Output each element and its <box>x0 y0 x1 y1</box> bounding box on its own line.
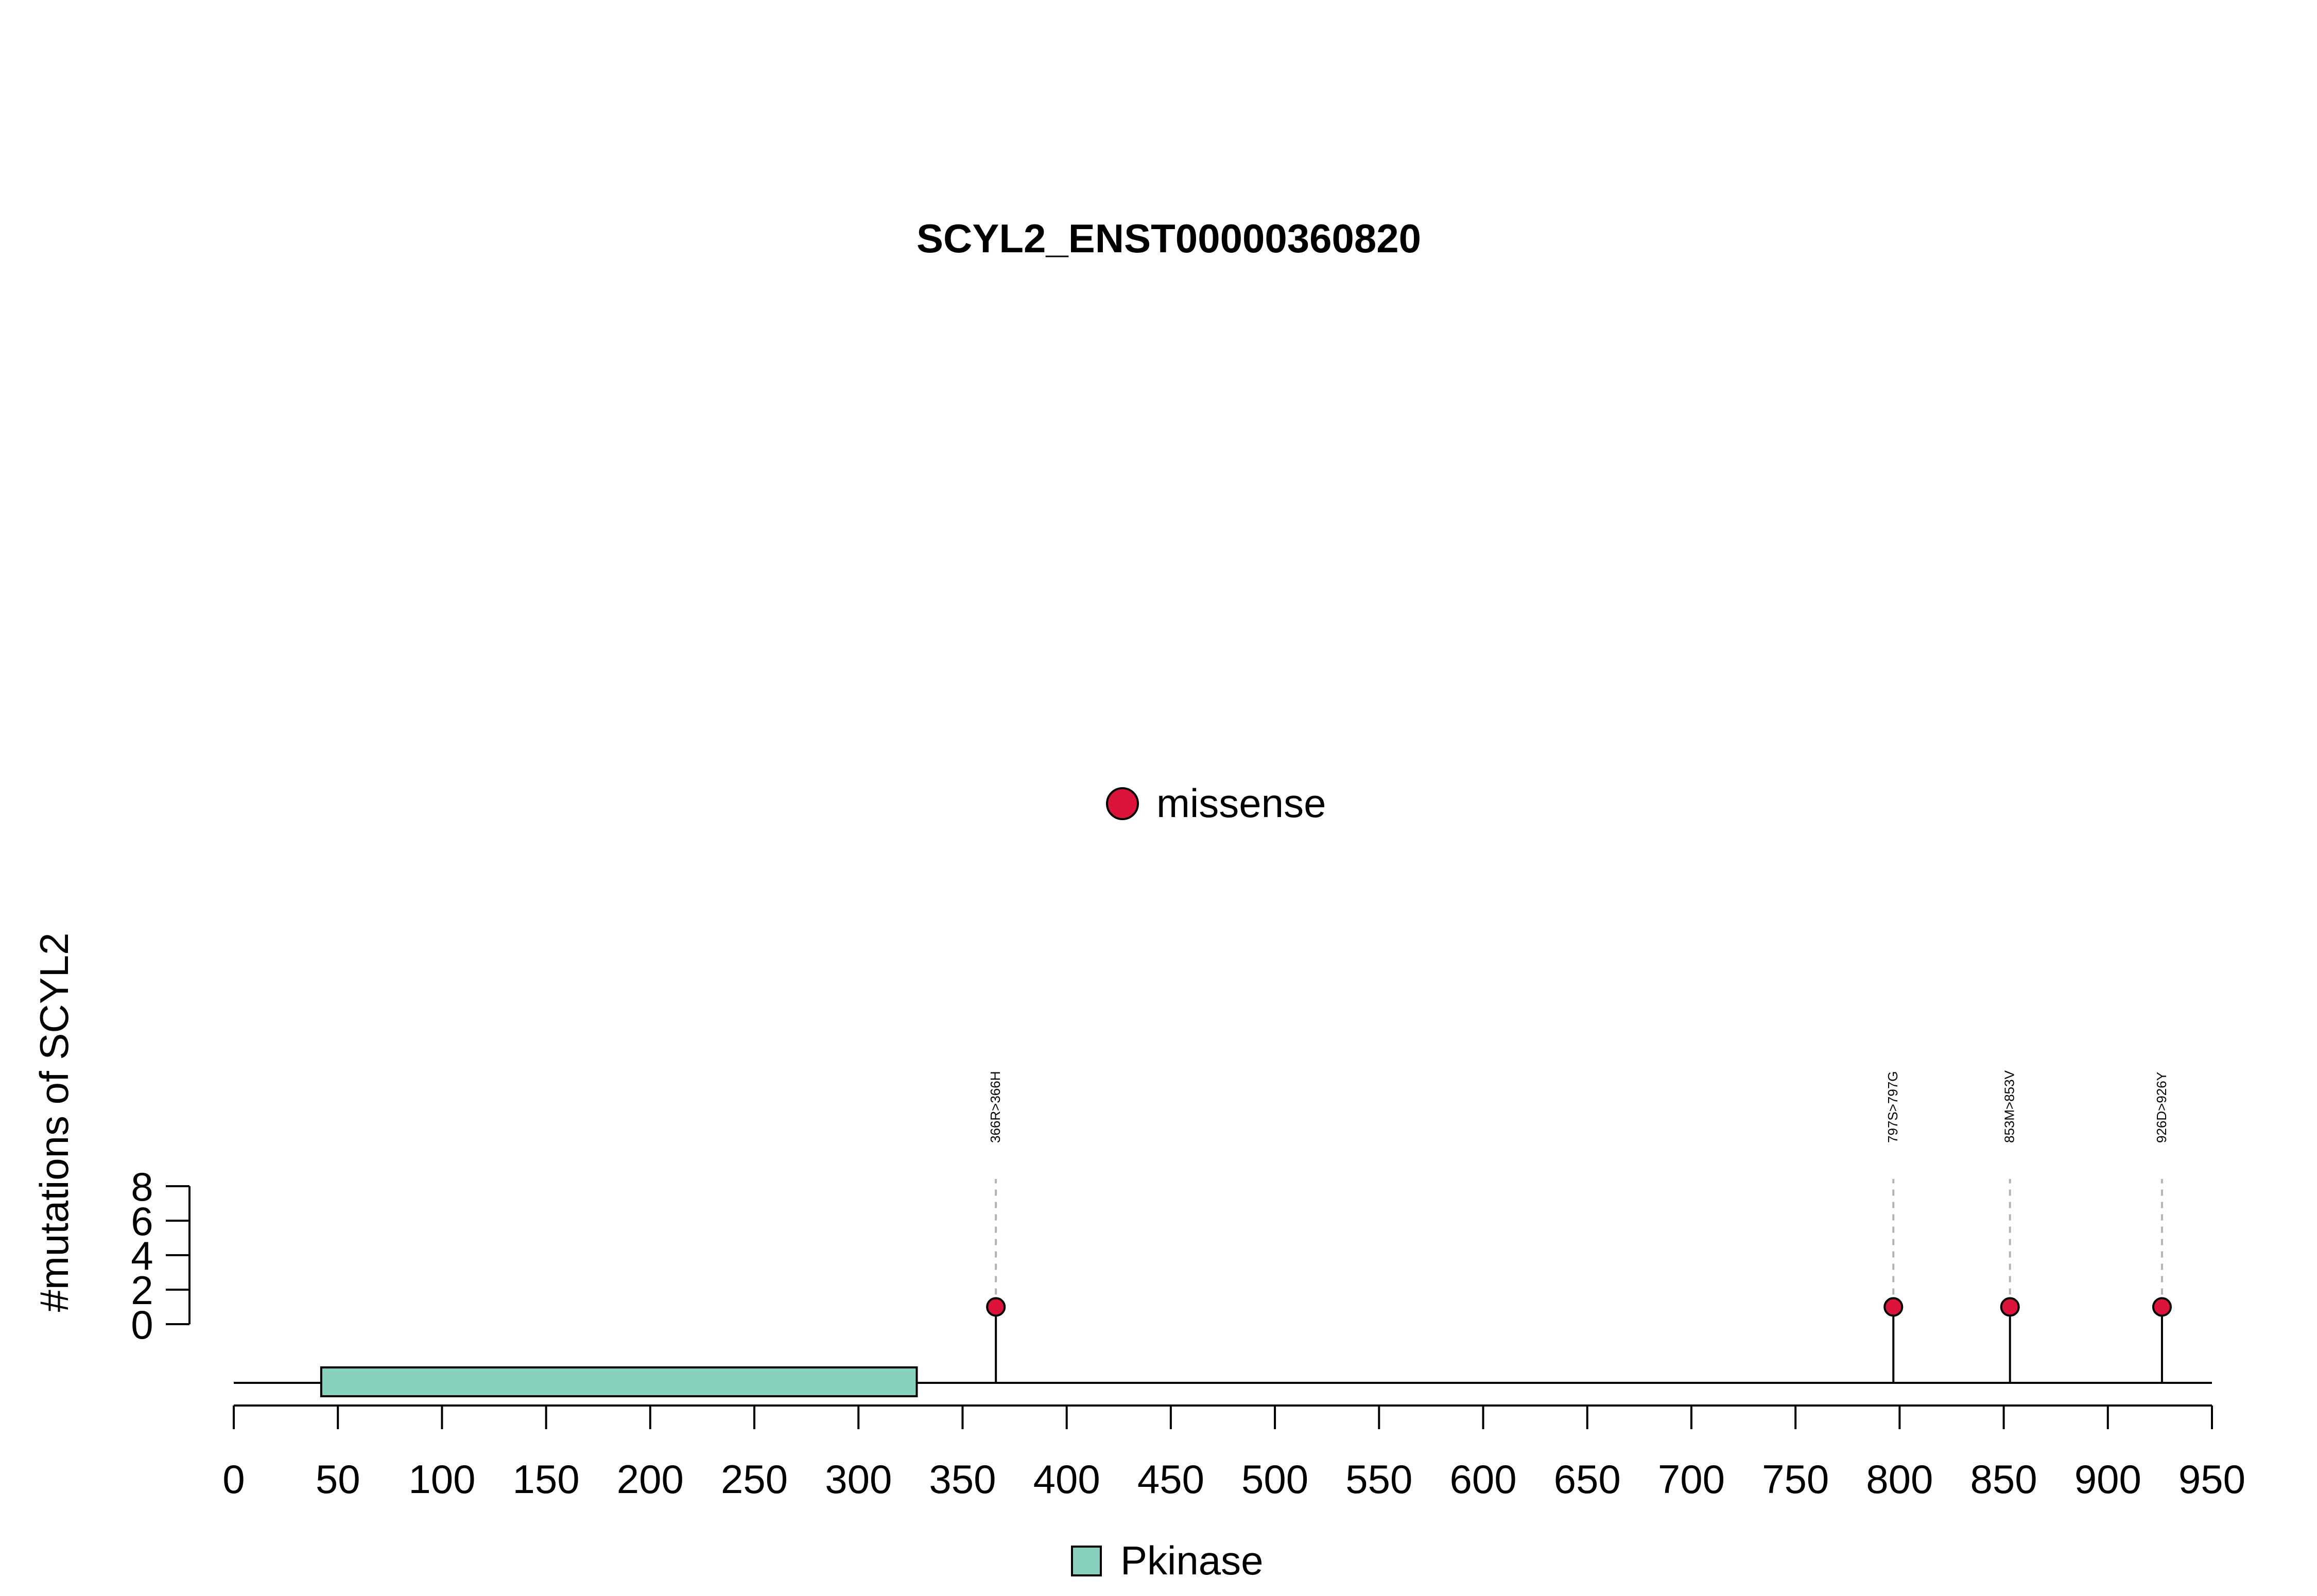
mutation-853-label: 853M>853V <box>2002 1070 2017 1143</box>
x-tick-label-200: 200 <box>617 1456 684 1502</box>
x-tick-label-600: 600 <box>1449 1456 1516 1502</box>
x-tick-label-250: 250 <box>721 1456 788 1502</box>
x-tick-label-500: 500 <box>1241 1456 1308 1502</box>
legend-pkinase-label: Pkinase <box>1120 1538 1264 1583</box>
x-tick-label-900: 900 <box>2074 1456 2141 1502</box>
x-tick-label-750: 750 <box>1762 1456 1829 1502</box>
mutation-926-label: 926D>926Y <box>2154 1072 2169 1143</box>
x-tick-label-50: 50 <box>316 1456 360 1502</box>
y-tick-label-4: 4 <box>131 1233 153 1278</box>
mutation-797-point <box>1883 1297 1904 1317</box>
y-tick-label-2: 2 <box>131 1268 153 1313</box>
x-tick-label-300: 300 <box>825 1456 892 1502</box>
domain-layer <box>320 1366 918 1397</box>
x-tick-label-850: 850 <box>1970 1456 2037 1502</box>
x-tick-label-150: 150 <box>513 1456 580 1502</box>
x-tick-label-550: 550 <box>1345 1456 1412 1502</box>
x-tick-label-700: 700 <box>1658 1456 1725 1502</box>
legend-pkinase-swatch <box>1071 1546 1102 1576</box>
y-axis-label: #mutations of SCYL2 <box>31 932 77 1312</box>
mutation-853-point <box>2000 1297 2020 1317</box>
x-tick-label-950: 950 <box>2178 1456 2245 1502</box>
mutation-366-label: 366R>366H <box>988 1071 1003 1143</box>
mutation-797-label: 797S>797G <box>1885 1071 1900 1143</box>
legend-top: missense <box>1106 780 1326 826</box>
x-axis: 0 50 100 150 200 250 300 350 400 450 500 550 600 650 7… <box>222 1404 2245 1502</box>
chart-title: SCYL2_ENST00000360820 <box>917 216 1421 261</box>
x-tick-label-450: 450 <box>1137 1456 1204 1502</box>
domain-pkinase <box>320 1366 918 1397</box>
y-tick-label-0: 0 <box>131 1302 153 1347</box>
mutation-926-point <box>2152 1297 2172 1317</box>
x-tick-label-0: 0 <box>222 1456 245 1502</box>
legend-bottom: Pkinase <box>1071 1538 1264 1583</box>
mutation-layer: 366R>366H 797S>797G 853M>853V 926D>926Y <box>986 1070 2172 1383</box>
x-tick-label-650: 650 <box>1554 1456 1621 1502</box>
x-tick-label-400: 400 <box>1033 1456 1100 1502</box>
legend-missense-marker <box>1106 787 1139 820</box>
x-tick-label-800: 800 <box>1866 1456 1933 1502</box>
mutation-366-point <box>986 1297 1006 1317</box>
y-tick-label-6: 6 <box>131 1199 153 1244</box>
y-tick-label-8: 8 <box>131 1164 153 1209</box>
legend-missense-label: missense <box>1156 780 1326 826</box>
x-tick-label-100: 100 <box>408 1456 475 1502</box>
x-tick-label-350: 350 <box>929 1456 996 1502</box>
